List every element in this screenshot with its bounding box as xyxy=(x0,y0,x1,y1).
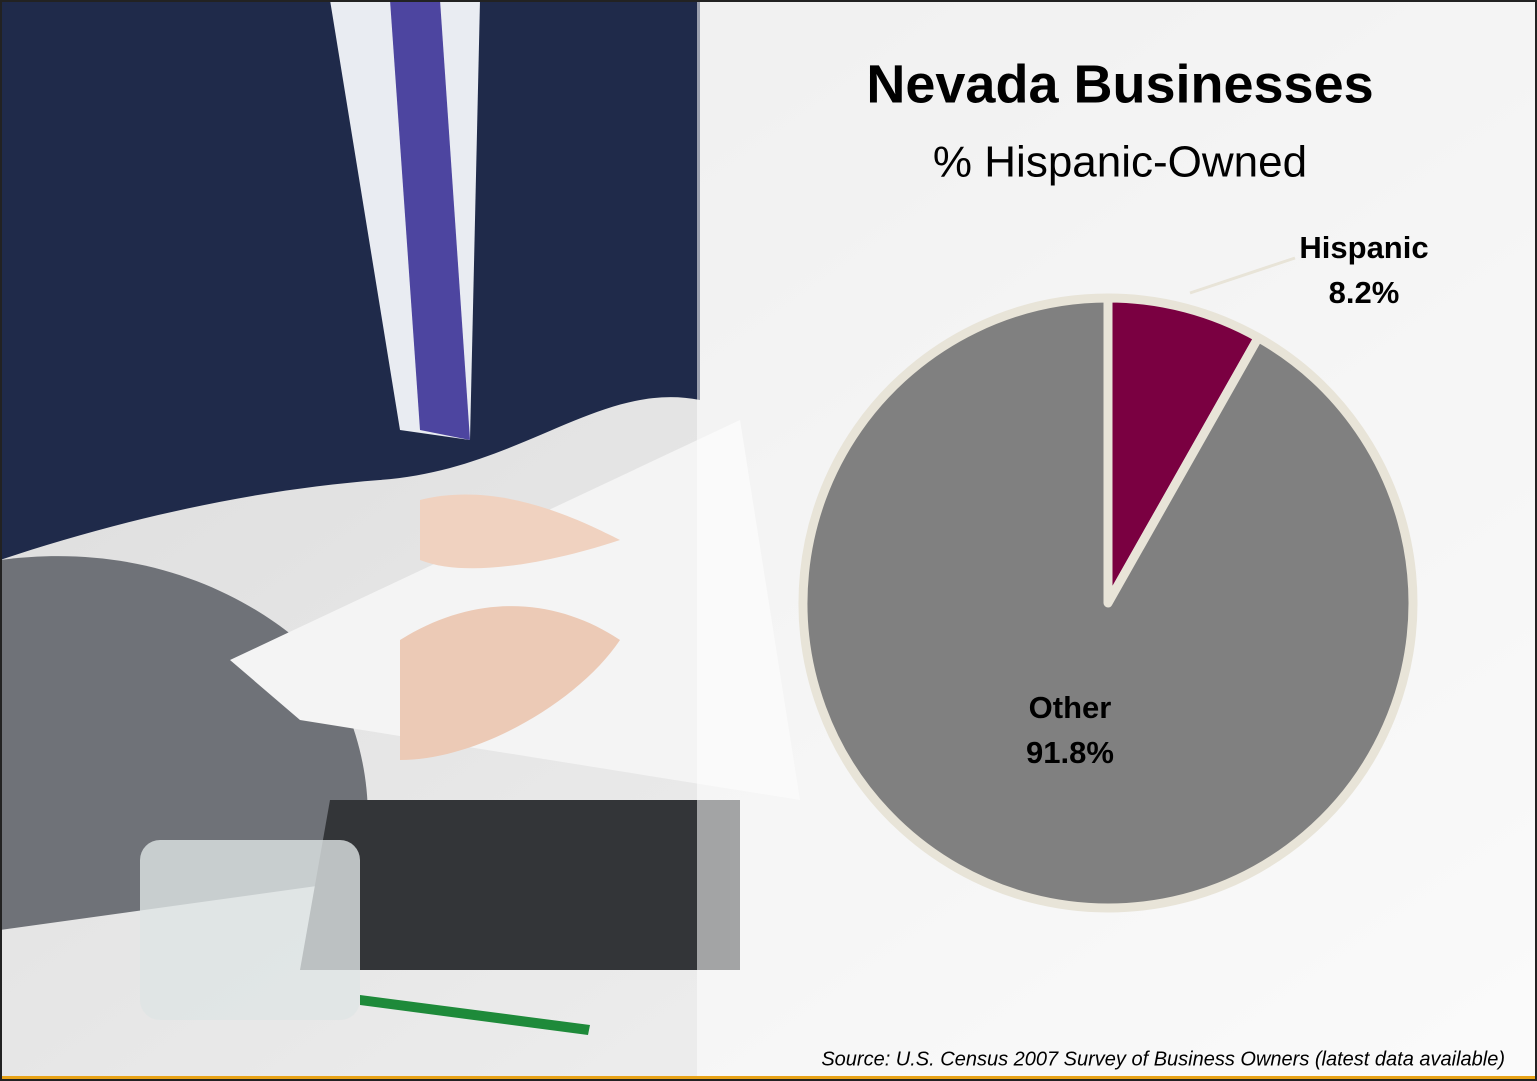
bottom-bar xyxy=(0,1076,1537,1081)
leader-line xyxy=(1189,256,1296,295)
slice-value-label: 91.8% xyxy=(1026,735,1114,770)
slice-label: Other xyxy=(1029,690,1112,725)
chart-title: Nevada Businesses xyxy=(866,54,1373,114)
pie-slice xyxy=(1103,293,1263,608)
pie xyxy=(798,293,1418,913)
chart-subtitle: % Hispanic-Owned xyxy=(933,138,1307,187)
photo xyxy=(0,0,800,1035)
pie-slice xyxy=(798,293,1418,913)
slice-label: Hispanic xyxy=(1299,230,1428,265)
source-note: Source: U.S. Census 2007 Survey of Busin… xyxy=(821,1048,1505,1070)
slice-value-label: 8.2% xyxy=(1329,275,1400,310)
